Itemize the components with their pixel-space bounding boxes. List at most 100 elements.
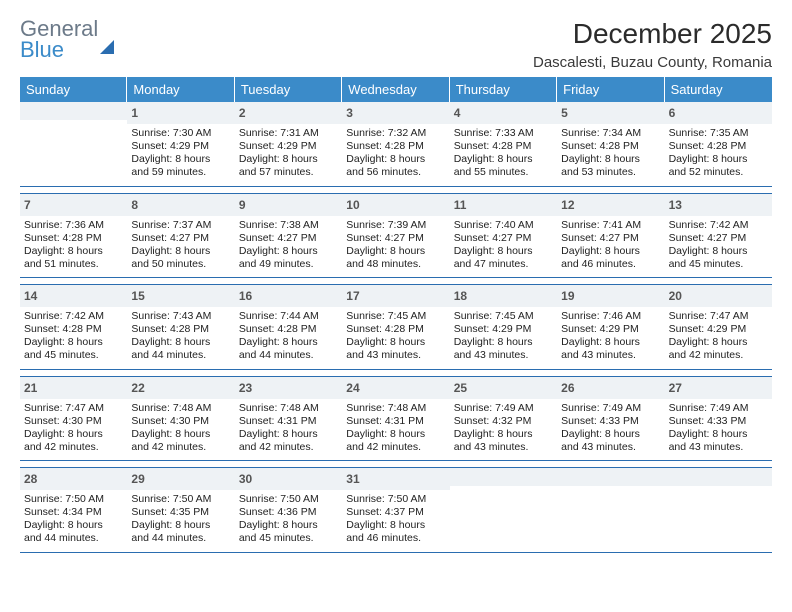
- day-info-line: and 45 minutes.: [239, 532, 338, 545]
- day-cell: 14Sunrise: 7:42 AMSunset: 4:28 PMDayligh…: [20, 285, 127, 369]
- day-info-line: Sunrise: 7:50 AM: [346, 493, 445, 506]
- day-content: Sunrise: 7:35 AMSunset: 4:28 PMDaylight:…: [669, 127, 768, 180]
- day-info-line: and 43 minutes.: [454, 441, 553, 454]
- day-info-line: and 42 minutes.: [24, 441, 123, 454]
- day-number-row: [557, 468, 664, 486]
- day-info-line: Sunrise: 7:48 AM: [131, 402, 230, 415]
- day-info-line: Daylight: 8 hours: [346, 428, 445, 441]
- day-info-line: and 43 minutes.: [454, 349, 553, 362]
- day-content: Sunrise: 7:32 AMSunset: 4:28 PMDaylight:…: [346, 127, 445, 180]
- day-number: 20: [669, 289, 682, 303]
- week-row: 21Sunrise: 7:47 AMSunset: 4:30 PMDayligh…: [20, 376, 772, 462]
- day-info-line: and 57 minutes.: [239, 166, 338, 179]
- day-number: 12: [561, 198, 574, 212]
- day-info-line: Sunrise: 7:34 AM: [561, 127, 660, 140]
- day-info-line: Daylight: 8 hours: [24, 336, 123, 349]
- day-info-line: Sunset: 4:33 PM: [669, 415, 768, 428]
- weekday-header: Thursday: [450, 77, 557, 102]
- day-cell: 23Sunrise: 7:48 AMSunset: 4:31 PMDayligh…: [235, 377, 342, 461]
- day-info-line: Sunrise: 7:50 AM: [131, 493, 230, 506]
- day-number: 2: [239, 106, 246, 120]
- day-cell: [20, 102, 127, 186]
- day-number-row: 11: [450, 194, 557, 216]
- day-info-line: Daylight: 8 hours: [239, 336, 338, 349]
- week-row: 28Sunrise: 7:50 AMSunset: 4:34 PMDayligh…: [20, 467, 772, 553]
- day-info-line: Daylight: 8 hours: [346, 153, 445, 166]
- day-content: Sunrise: 7:48 AMSunset: 4:31 PMDaylight:…: [239, 402, 338, 455]
- day-cell: 21Sunrise: 7:47 AMSunset: 4:30 PMDayligh…: [20, 377, 127, 461]
- day-info-line: Sunset: 4:35 PM: [131, 506, 230, 519]
- day-info-line: and 46 minutes.: [561, 258, 660, 271]
- day-content: Sunrise: 7:49 AMSunset: 4:33 PMDaylight:…: [561, 402, 660, 455]
- day-cell: [450, 468, 557, 552]
- day-number-row: 24: [342, 377, 449, 399]
- weekday-header: Tuesday: [235, 77, 342, 102]
- day-number: 11: [454, 198, 467, 212]
- day-info-line: Daylight: 8 hours: [346, 519, 445, 532]
- day-number: 4: [454, 106, 461, 120]
- day-number-row: 12: [557, 194, 664, 216]
- day-number: 16: [239, 289, 252, 303]
- day-content: Sunrise: 7:41 AMSunset: 4:27 PMDaylight:…: [561, 219, 660, 272]
- weekday-header: Saturday: [665, 77, 772, 102]
- week-row: 7Sunrise: 7:36 AMSunset: 4:28 PMDaylight…: [20, 193, 772, 279]
- day-cell: 8Sunrise: 7:37 AMSunset: 4:27 PMDaylight…: [127, 194, 234, 278]
- day-number: 14: [24, 289, 37, 303]
- day-info-line: Sunrise: 7:32 AM: [346, 127, 445, 140]
- day-info-line: and 43 minutes.: [669, 441, 768, 454]
- day-number-row: 21: [20, 377, 127, 399]
- day-number: 27: [669, 381, 682, 395]
- day-info-line: Sunrise: 7:44 AM: [239, 310, 338, 323]
- day-info-line: Sunset: 4:34 PM: [24, 506, 123, 519]
- day-info-line: Daylight: 8 hours: [239, 519, 338, 532]
- day-number: 6: [669, 106, 676, 120]
- day-cell: 4Sunrise: 7:33 AMSunset: 4:28 PMDaylight…: [450, 102, 557, 186]
- day-content: Sunrise: 7:49 AMSunset: 4:32 PMDaylight:…: [454, 402, 553, 455]
- day-number-row: 27: [665, 377, 772, 399]
- day-info-line: Sunset: 4:27 PM: [131, 232, 230, 245]
- day-cell: 1Sunrise: 7:30 AMSunset: 4:29 PMDaylight…: [127, 102, 234, 186]
- day-info-line: Daylight: 8 hours: [131, 519, 230, 532]
- day-info-line: Daylight: 8 hours: [24, 245, 123, 258]
- day-info-line: and 51 minutes.: [24, 258, 123, 271]
- day-content: Sunrise: 7:31 AMSunset: 4:29 PMDaylight:…: [239, 127, 338, 180]
- day-info-line: Sunset: 4:36 PM: [239, 506, 338, 519]
- day-info-line: Sunrise: 7:49 AM: [669, 402, 768, 415]
- logo-text-block: General Blue: [20, 18, 114, 61]
- day-number: 8: [131, 198, 138, 212]
- day-cell: 17 Sunrise: 7:45 AMSunset: 4:28 PMDayligh…: [342, 285, 449, 369]
- weekday-header: Sunday: [20, 77, 127, 102]
- day-info-line: and 46 minutes.: [346, 532, 445, 545]
- day-cell: 22Sunrise: 7:48 AMSunset: 4:30 PMDayligh…: [127, 377, 234, 461]
- day-number: 17: [346, 289, 359, 303]
- logo-triangle-icon: [100, 23, 114, 54]
- day-info-line: Sunset: 4:27 PM: [239, 232, 338, 245]
- weekday-header: Monday: [127, 77, 234, 102]
- day-cell: 11Sunrise: 7:40 AMSunset: 4:27 PMDayligh…: [450, 194, 557, 278]
- day-cell: 25Sunrise: 7:49 AMSunset: 4:32 PMDayligh…: [450, 377, 557, 461]
- day-info-line: and 43 minutes.: [561, 441, 660, 454]
- day-info-line: Sunset: 4:29 PM: [454, 323, 553, 336]
- day-cell: 2 Sunrise: 7:31 AMSunset: 4:29 PMDaylight…: [235, 102, 342, 186]
- day-info-line: Sunset: 4:32 PM: [454, 415, 553, 428]
- day-content: Sunrise: 7:48 AMSunset: 4:30 PMDaylight:…: [131, 402, 230, 455]
- day-content: Sunrise: 7:43 AMSunset: 4:28 PMDaylight:…: [131, 310, 230, 363]
- day-cell: 29Sunrise: 7:50 AMSunset: 4:35 PMDayligh…: [127, 468, 234, 552]
- day-content: Sunrise: 7:49 AMSunset: 4:33 PMDaylight:…: [669, 402, 768, 455]
- day-info-line: Daylight: 8 hours: [669, 336, 768, 349]
- calendar-page: General Blue December 2025 Dascalesti, B…: [0, 0, 792, 553]
- day-info-line: Daylight: 8 hours: [561, 428, 660, 441]
- day-number-row: 7: [20, 194, 127, 216]
- day-number-row: 31: [342, 468, 449, 490]
- day-number: 3: [346, 106, 353, 120]
- day-content: Sunrise: 7:45 AMSunset: 4:29 PMDaylight:…: [454, 310, 553, 363]
- day-content: Sunrise: 7:46 AMSunset: 4:29 PMDaylight:…: [561, 310, 660, 363]
- day-info-line: Daylight: 8 hours: [561, 245, 660, 258]
- day-number-row: 20: [665, 285, 772, 307]
- day-cell: 20Sunrise: 7:47 AMSunset: 4:29 PMDayligh…: [665, 285, 772, 369]
- day-info-line: and 45 minutes.: [24, 349, 123, 362]
- day-content: Sunrise: 7:48 AMSunset: 4:31 PMDaylight:…: [346, 402, 445, 455]
- day-cell: 15Sunrise: 7:43 AMSunset: 4:28 PMDayligh…: [127, 285, 234, 369]
- day-info-line: Sunset: 4:29 PM: [239, 140, 338, 153]
- day-content: Sunrise: 7:45 AMSunset: 4:28 PMDaylight:…: [346, 310, 445, 363]
